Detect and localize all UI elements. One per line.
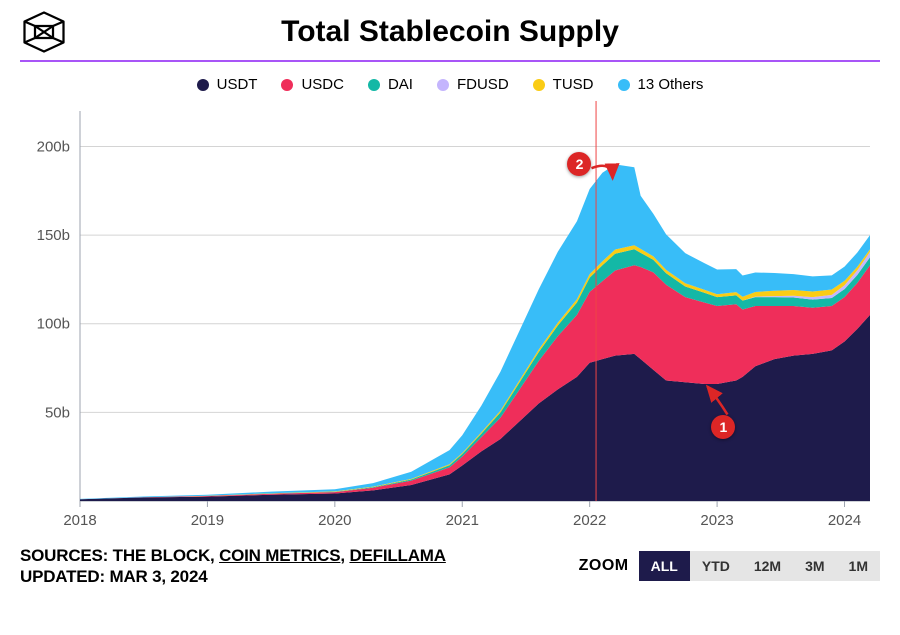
svg-text:2019: 2019 <box>191 512 224 529</box>
footer: SOURCES: THE BLOCK, COIN METRICS, DEFILL… <box>0 541 900 588</box>
svg-text:2022: 2022 <box>573 512 606 529</box>
legend-item[interactable]: USDT <box>197 76 258 93</box>
chart-area: 50b 100b 150b 200b 2018 2019 2020 2021 2022 2023 2… <box>20 101 880 541</box>
legend-label: USDT <box>217 76 258 93</box>
zoom-button-3m[interactable]: 3M <box>793 551 836 581</box>
legend-swatch-icon <box>197 79 209 91</box>
legend-item[interactable]: DAI <box>368 76 413 93</box>
zoom-button-12m[interactable]: 12M <box>742 551 793 581</box>
theblock-logo-icon <box>20 8 68 56</box>
annotation-marker-1: 1 <box>711 415 735 439</box>
legend-item[interactable]: USDC <box>281 76 344 93</box>
legend-item[interactable]: TUSD <box>533 76 594 93</box>
svg-text:2023: 2023 <box>700 512 733 529</box>
zoom-button-1m[interactable]: 1M <box>837 551 880 581</box>
zoom-button-ytd[interactable]: YTD <box>690 551 742 581</box>
legend-item[interactable]: 13 Others <box>618 76 704 93</box>
legend-label: DAI <box>388 76 413 93</box>
sources-text: SOURCES: THE BLOCK, COIN METRICS, DEFILL… <box>20 545 446 588</box>
accent-divider <box>20 60 880 62</box>
svg-text:50b: 50b <box>45 404 70 421</box>
chart-title: Total Stablecoin Supply <box>88 15 812 49</box>
source-link-coinmetrics[interactable]: COIN METRICS <box>219 546 340 565</box>
legend-swatch-icon <box>618 79 630 91</box>
source-link-defillama[interactable]: DEFILLAMA <box>349 546 445 565</box>
svg-text:2020: 2020 <box>318 512 351 529</box>
svg-text:100b: 100b <box>37 316 70 333</box>
svg-text:2024: 2024 <box>828 512 861 529</box>
legend-label: FDUSD <box>457 76 509 93</box>
legend-item[interactable]: FDUSD <box>437 76 509 93</box>
legend: USDT USDC DAI FDUSD TUSD 13 Others <box>0 70 900 101</box>
legend-swatch-icon <box>281 79 293 91</box>
stacked-area-chart: 50b 100b 150b 200b 2018 2019 2020 2021 2022 2023 2… <box>20 101 880 541</box>
legend-swatch-icon <box>437 79 449 91</box>
zoom-label: ZOOM <box>579 557 629 575</box>
legend-label: 13 Others <box>638 76 704 93</box>
legend-label: USDC <box>301 76 344 93</box>
zoom-controls: ZOOM ALLYTD12M3M1M <box>579 551 880 581</box>
legend-swatch-icon <box>533 79 545 91</box>
legend-swatch-icon <box>368 79 380 91</box>
svg-text:200b: 200b <box>37 138 70 155</box>
svg-text:2021: 2021 <box>446 512 479 529</box>
svg-text:150b: 150b <box>37 227 70 244</box>
zoom-button-all[interactable]: ALL <box>639 551 690 581</box>
header: Total Stablecoin Supply <box>0 0 900 60</box>
legend-label: TUSD <box>553 76 594 93</box>
updated-text: UPDATED: MAR 3, 2024 <box>20 567 207 586</box>
sources-prefix: SOURCES: THE BLOCK, <box>20 546 219 565</box>
svg-text:2018: 2018 <box>63 512 96 529</box>
